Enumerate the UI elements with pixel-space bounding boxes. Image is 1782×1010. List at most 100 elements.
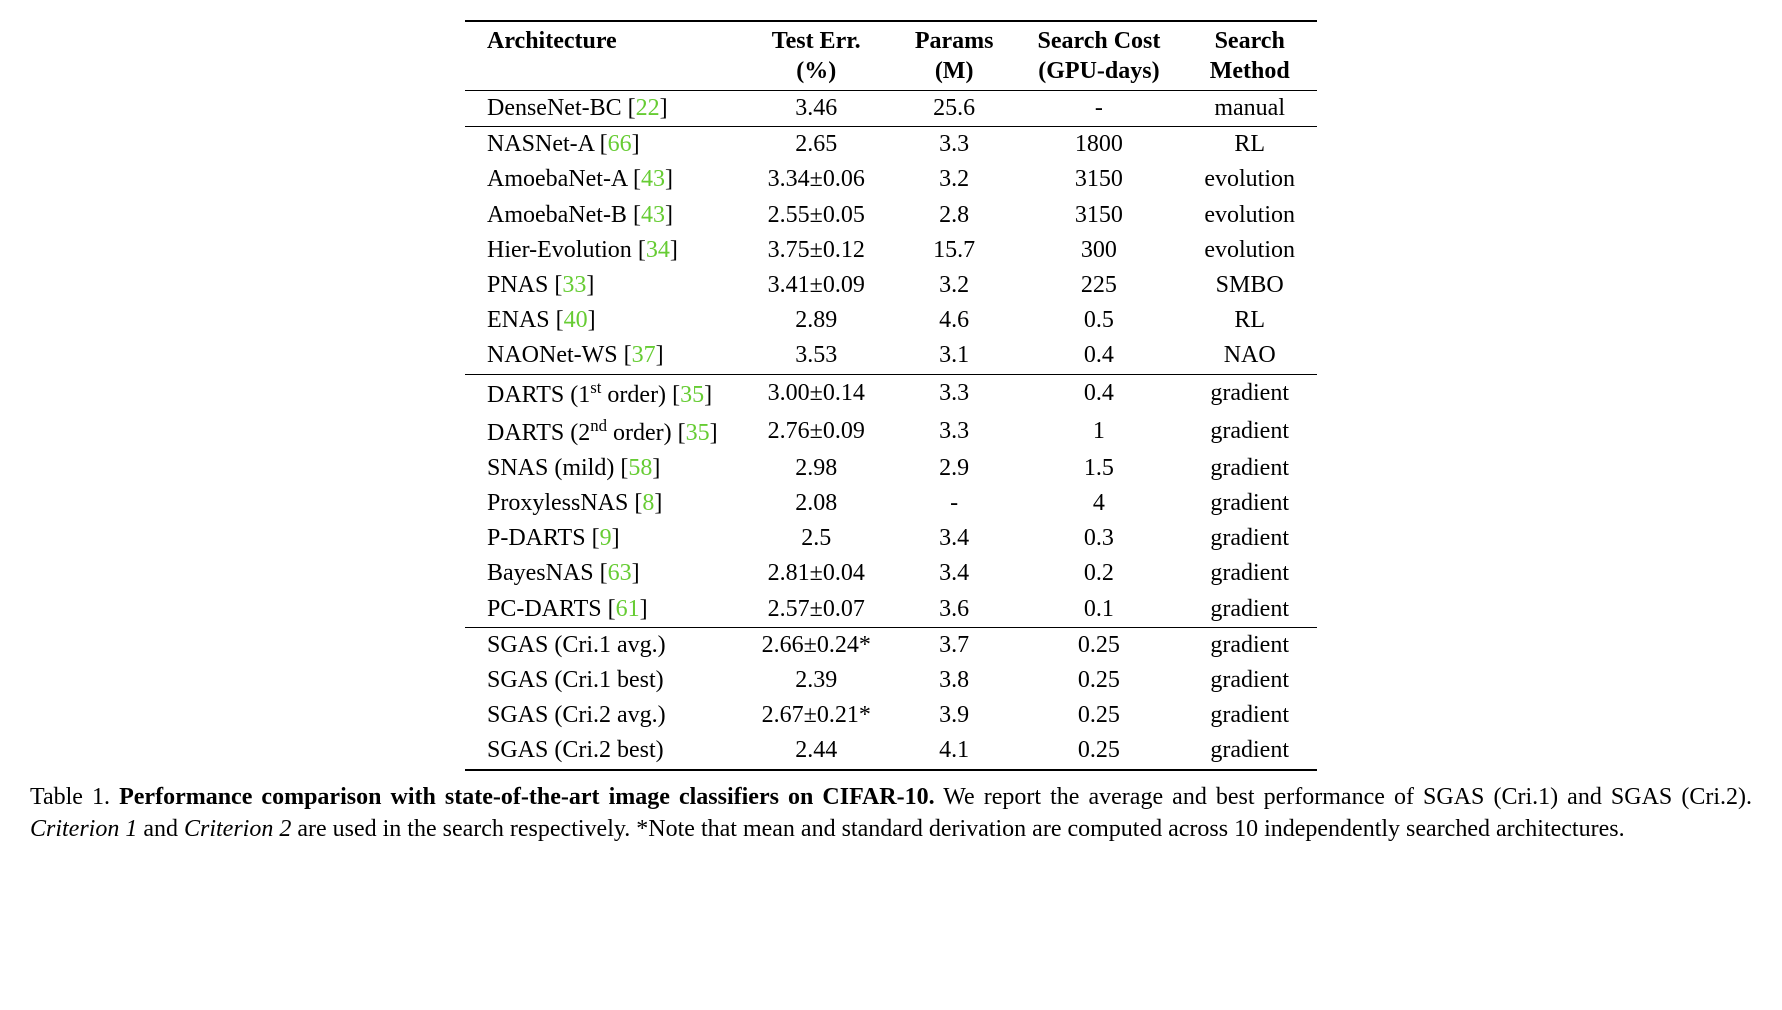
method-cell: NAO [1182, 338, 1317, 374]
citation-link[interactable]: 40 [564, 307, 588, 333]
citation-link[interactable]: 35 [680, 382, 704, 408]
col-header-test-err: Test Err. (%) [740, 21, 893, 91]
search_cost-cell: 0.25 [1015, 627, 1182, 663]
test_err-cell: 3.34±0.06 [740, 162, 893, 197]
search_cost-cell: 0.1 [1015, 592, 1182, 628]
citation-link[interactable]: 66 [608, 131, 632, 157]
test_err-cell: 3.00±0.14 [740, 374, 893, 413]
table-row: NAONet-WS [37]3.533.10.4NAO [465, 338, 1317, 374]
citation-link[interactable]: 34 [646, 237, 670, 263]
architecture-cell: PC-DARTS [61] [465, 592, 740, 628]
search_cost-cell: 0.4 [1015, 374, 1182, 413]
header-text: Params [915, 28, 994, 54]
header-sub: (%) [796, 58, 836, 84]
method-cell: gradient [1182, 413, 1317, 451]
citation-link[interactable]: 8 [642, 490, 654, 516]
params-cell: 3.2 [893, 162, 1016, 197]
citation-link[interactable]: 9 [600, 525, 612, 551]
citation-link[interactable]: 63 [608, 560, 632, 586]
test_err-cell: 2.65 [740, 127, 893, 163]
citation-link[interactable]: 35 [686, 420, 710, 446]
col-header-search-cost: Search Cost (GPU-days) [1015, 21, 1182, 91]
search_cost-cell: 3150 [1015, 198, 1182, 233]
test_err-cell: 2.98 [740, 451, 893, 486]
params-cell: 3.1 [893, 338, 1016, 374]
params-cell: 3.7 [893, 627, 1016, 663]
search_cost-cell: 1 [1015, 413, 1182, 451]
citation-link[interactable]: 58 [628, 455, 652, 481]
method-cell: gradient [1182, 733, 1317, 769]
col-header-architecture: Architecture [465, 21, 740, 91]
method-cell: evolution [1182, 198, 1317, 233]
header-text: Search Cost [1037, 28, 1160, 54]
table-body: DenseNet-BC [22]3.4625.6-manualNASNet-A … [465, 91, 1317, 770]
table-row: SNAS (mild) [58]2.982.91.5gradient [465, 451, 1317, 486]
search_cost-cell: 0.25 [1015, 698, 1182, 733]
col-header-search-method: Search Method [1182, 21, 1317, 91]
table-row: AmoebaNet-B [43]2.55±0.052.83150evolutio… [465, 198, 1317, 233]
method-cell: gradient [1182, 627, 1317, 663]
test_err-cell: 2.89 [740, 303, 893, 338]
architecture-cell: NAONet-WS [37] [465, 338, 740, 374]
table-row: ENAS [40]2.894.60.5RL [465, 303, 1317, 338]
table-header: Architecture Test Err. (%) Params (M) Se… [465, 21, 1317, 91]
search_cost-cell: - [1015, 91, 1182, 127]
params-cell: - [893, 486, 1016, 521]
citation-link[interactable]: 22 [636, 95, 660, 121]
architecture-cell: Hier-Evolution [34] [465, 233, 740, 268]
test_err-cell: 2.81±0.04 [740, 556, 893, 591]
method-cell: gradient [1182, 592, 1317, 628]
search_cost-cell: 300 [1015, 233, 1182, 268]
method-cell: gradient [1182, 663, 1317, 698]
citation-link[interactable]: 43 [641, 166, 665, 192]
architecture-cell: DARTS (1st order) [35] [465, 374, 740, 413]
header-text: Test Err. [772, 28, 861, 54]
architecture-cell: AmoebaNet-A [43] [465, 162, 740, 197]
header-sub: (M) [935, 58, 974, 84]
params-cell: 3.4 [893, 556, 1016, 591]
test_err-cell: 3.41±0.09 [740, 268, 893, 303]
caption-label: Table 1. [30, 784, 110, 810]
params-cell: 3.8 [893, 663, 1016, 698]
params-cell: 3.3 [893, 127, 1016, 163]
architecture-cell: SGAS (Cri.2 avg.) [465, 698, 740, 733]
params-cell: 3.3 [893, 413, 1016, 451]
citation-link[interactable]: 33 [562, 272, 586, 298]
method-cell: evolution [1182, 233, 1317, 268]
architecture-cell: SGAS (Cri.1 avg.) [465, 627, 740, 663]
test_err-cell: 2.44 [740, 733, 893, 769]
method-cell: evolution [1182, 162, 1317, 197]
table-row: AmoebaNet-A [43]3.34±0.063.23150evolutio… [465, 162, 1317, 197]
citation-link[interactable]: 43 [641, 202, 665, 228]
search_cost-cell: 0.5 [1015, 303, 1182, 338]
params-cell: 3.3 [893, 374, 1016, 413]
test_err-cell: 2.39 [740, 663, 893, 698]
method-cell: RL [1182, 127, 1317, 163]
test_err-cell: 2.57±0.07 [740, 592, 893, 628]
header-text: Architecture [487, 28, 617, 54]
caption-mid: and [137, 816, 184, 842]
architecture-cell: DARTS (2nd order) [35] [465, 413, 740, 451]
test_err-cell: 2.66±0.24* [740, 627, 893, 663]
caption-italic-1: Criterion 1 [30, 816, 137, 842]
table-row: SGAS (Cri.2 avg.)2.67±0.21*3.90.25gradie… [465, 698, 1317, 733]
search_cost-cell: 0.2 [1015, 556, 1182, 591]
search_cost-cell: 1800 [1015, 127, 1182, 163]
search_cost-cell: 225 [1015, 268, 1182, 303]
search_cost-cell: 1.5 [1015, 451, 1182, 486]
params-cell: 15.7 [893, 233, 1016, 268]
table-row: DenseNet-BC [22]3.4625.6-manual [465, 91, 1317, 127]
test_err-cell: 3.46 [740, 91, 893, 127]
method-cell: manual [1182, 91, 1317, 127]
table-caption: Table 1. Performance comparison with sta… [30, 781, 1752, 846]
table-row: Hier-Evolution [34]3.75±0.1215.7300evolu… [465, 233, 1317, 268]
test_err-cell: 3.53 [740, 338, 893, 374]
method-cell: gradient [1182, 556, 1317, 591]
table-row: BayesNAS [63]2.81±0.043.40.2gradient [465, 556, 1317, 591]
citation-link[interactable]: 37 [632, 342, 656, 368]
search_cost-cell: 4 [1015, 486, 1182, 521]
table-row: NASNet-A [66]2.653.31800RL [465, 127, 1317, 163]
params-cell: 4.6 [893, 303, 1016, 338]
header-sub: Method [1210, 58, 1290, 84]
citation-link[interactable]: 61 [616, 596, 640, 622]
